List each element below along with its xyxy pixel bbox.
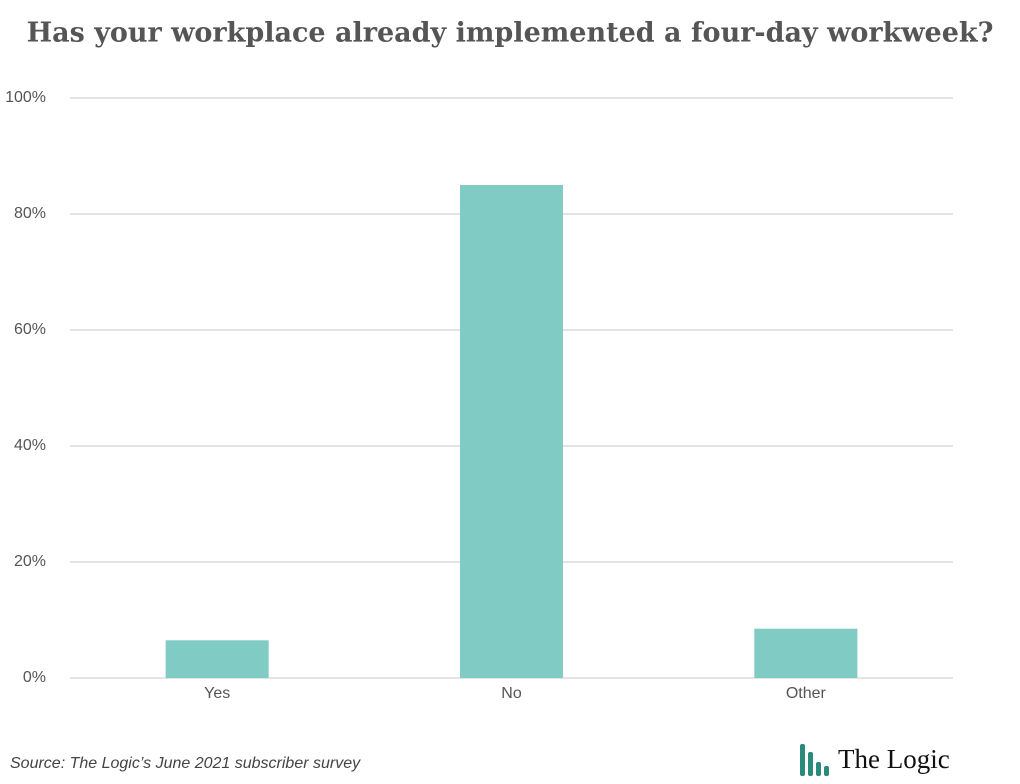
y-tick-label: 0% xyxy=(23,669,46,686)
y-tick-label: 40% xyxy=(14,437,46,454)
brand-logo xyxy=(800,744,829,776)
y-tick-label: 60% xyxy=(14,321,46,338)
x-tick-label: No xyxy=(501,685,522,702)
y-tick-label: 20% xyxy=(14,553,46,570)
y-tick-label: 100% xyxy=(5,89,46,106)
bar xyxy=(459,185,564,678)
source-note: Source: The Logic’s June 2021 subscriber… xyxy=(10,755,361,772)
chart-title: Has your workplace already implemented a… xyxy=(27,18,994,49)
x-tick-label: Other xyxy=(786,685,827,702)
bar xyxy=(754,628,858,678)
y-tick-label: 80% xyxy=(14,205,46,222)
bar xyxy=(165,640,269,678)
x-tick-label: Yes xyxy=(204,685,230,702)
brand-name: The Logic xyxy=(838,744,950,774)
